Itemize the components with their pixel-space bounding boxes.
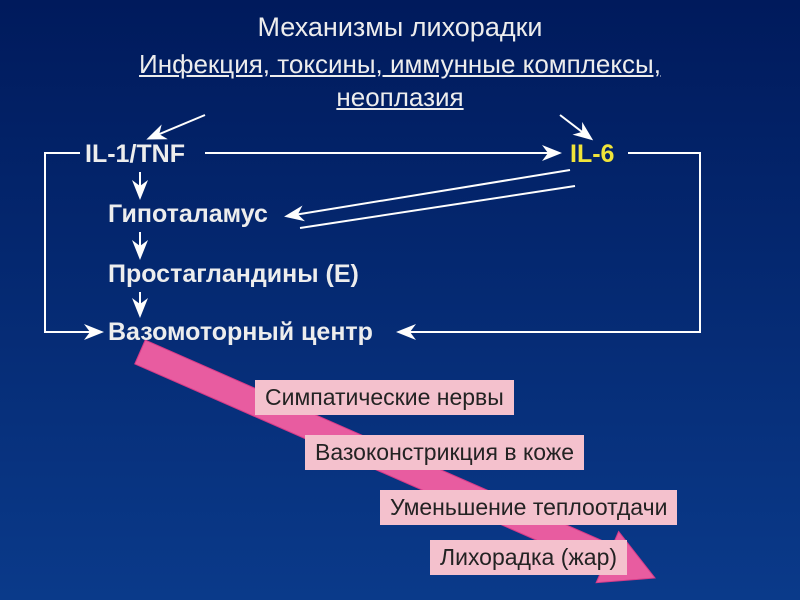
box-heat-loss: Уменьшение теплоотдачи: [380, 490, 677, 525]
trigger-line2: неоплазия: [0, 82, 800, 113]
arrow-il1-left-bracket: [45, 153, 100, 332]
il6: IL-6: [570, 140, 614, 169]
arrow-il6-right-bracket: [400, 153, 700, 332]
arrow-il6-hypo-a: [288, 170, 570, 216]
box-vasoconstriction: Вазоконстрикция в коже: [305, 435, 584, 470]
box-sympathetic: Симпатические нервы: [255, 380, 514, 415]
trigger-line1: Инфекция, токсины, иммунные комплексы,: [0, 49, 800, 80]
diagram-stage: Механизмы лихорадки Инфекция, токсины, им…: [0, 0, 800, 600]
vasomotor: Вазомоторный центр: [108, 318, 373, 347]
arrow-trigger-il1: [150, 115, 205, 138]
arrow-il6-hypo-b: [300, 186, 575, 228]
prostaglandins: Простагландины (Е): [108, 260, 359, 289]
arrow-trigger-il6: [560, 115, 590, 138]
il1tnf: IL-1/TNF: [85, 140, 185, 169]
hypothalamus: Гипоталамус: [108, 200, 268, 229]
title: Механизмы лихорадки: [0, 12, 800, 43]
box-fever: Лихорадка (жар): [430, 540, 627, 575]
